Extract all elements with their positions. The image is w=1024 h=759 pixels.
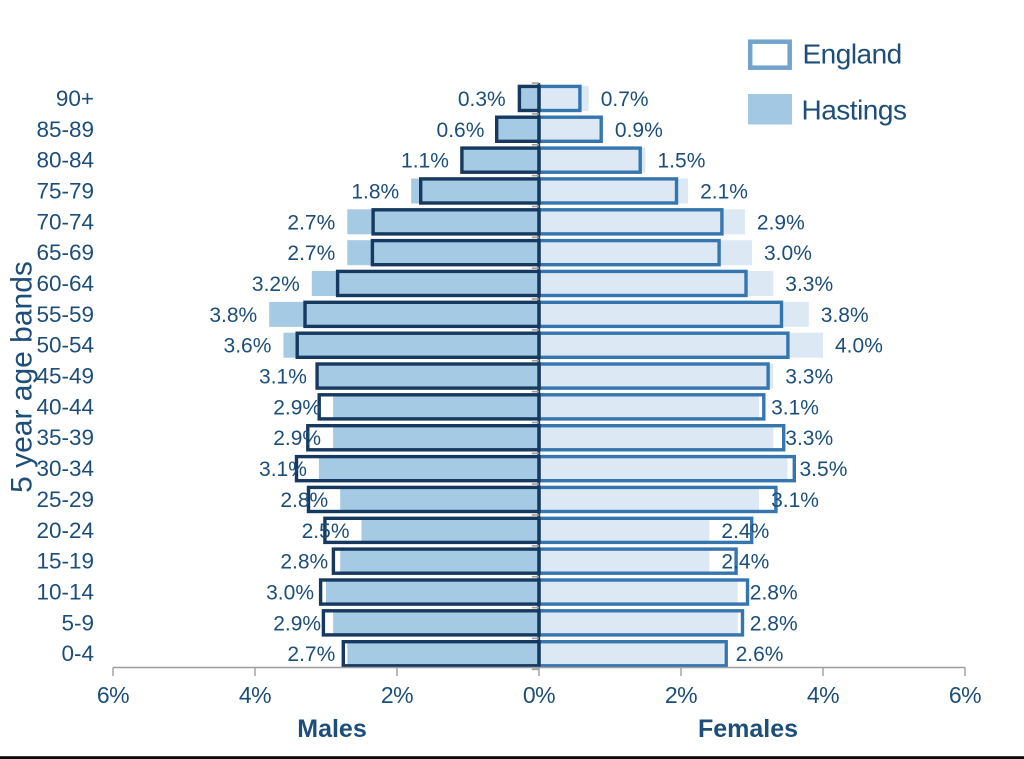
svg-text:2.8%: 2.8% bbox=[280, 551, 328, 574]
svg-text:2.7%: 2.7% bbox=[287, 242, 335, 265]
svg-text:0%: 0% bbox=[523, 682, 555, 708]
svg-text:Females: Females bbox=[698, 715, 798, 743]
svg-text:2.5%: 2.5% bbox=[302, 520, 350, 543]
svg-text:3.8%: 3.8% bbox=[209, 304, 257, 327]
svg-text:15-19: 15-19 bbox=[36, 549, 94, 574]
svg-text:2.1%: 2.1% bbox=[700, 181, 748, 204]
svg-text:4%: 4% bbox=[239, 682, 271, 708]
svg-text:5 year age bands: 5 year age bands bbox=[6, 261, 39, 493]
svg-text:2.7%: 2.7% bbox=[287, 211, 335, 234]
svg-text:3.1%: 3.1% bbox=[771, 396, 819, 419]
svg-text:2.9%: 2.9% bbox=[757, 211, 805, 234]
svg-text:30-34: 30-34 bbox=[36, 456, 94, 481]
svg-text:3.3%: 3.3% bbox=[785, 273, 833, 296]
svg-text:4%: 4% bbox=[807, 682, 839, 708]
svg-text:65-69: 65-69 bbox=[36, 240, 94, 265]
svg-text:2%: 2% bbox=[665, 682, 697, 708]
svg-text:85-89: 85-89 bbox=[36, 117, 94, 142]
svg-text:1.1%: 1.1% bbox=[401, 150, 449, 173]
svg-text:3.3%: 3.3% bbox=[785, 366, 833, 389]
svg-text:2.8%: 2.8% bbox=[750, 582, 798, 605]
svg-text:2.4%: 2.4% bbox=[721, 551, 769, 574]
svg-text:Males: Males bbox=[297, 715, 366, 743]
svg-text:3.2%: 3.2% bbox=[252, 273, 300, 296]
svg-text:2.9%: 2.9% bbox=[273, 427, 321, 450]
svg-text:90+: 90+ bbox=[56, 86, 94, 111]
svg-text:0.3%: 0.3% bbox=[458, 88, 506, 111]
svg-text:45-49: 45-49 bbox=[36, 364, 94, 389]
svg-text:6%: 6% bbox=[949, 682, 981, 708]
svg-text:10-14: 10-14 bbox=[36, 580, 94, 605]
svg-text:75-79: 75-79 bbox=[36, 179, 94, 204]
svg-text:0.7%: 0.7% bbox=[601, 88, 649, 111]
svg-text:2.9%: 2.9% bbox=[273, 612, 321, 635]
svg-text:3.0%: 3.0% bbox=[266, 582, 314, 605]
svg-text:25-29: 25-29 bbox=[36, 487, 94, 512]
svg-text:2.9%: 2.9% bbox=[273, 396, 321, 419]
svg-text:3.1%: 3.1% bbox=[259, 366, 307, 389]
svg-text:3.1%: 3.1% bbox=[259, 458, 307, 481]
svg-text:3.0%: 3.0% bbox=[764, 242, 812, 265]
svg-text:60-64: 60-64 bbox=[36, 271, 94, 296]
svg-text:1.5%: 1.5% bbox=[658, 150, 706, 173]
svg-text:0.9%: 0.9% bbox=[615, 119, 663, 142]
svg-text:2.6%: 2.6% bbox=[736, 643, 784, 666]
svg-text:2.4%: 2.4% bbox=[721, 520, 769, 543]
svg-text:35-39: 35-39 bbox=[36, 425, 94, 450]
svg-text:20-24: 20-24 bbox=[36, 518, 94, 543]
svg-text:Hastings: Hastings bbox=[802, 95, 907, 126]
svg-text:80-84: 80-84 bbox=[36, 148, 94, 173]
svg-text:3.8%: 3.8% bbox=[821, 304, 869, 327]
svg-text:55-59: 55-59 bbox=[36, 302, 94, 327]
svg-text:2.8%: 2.8% bbox=[750, 612, 798, 635]
svg-text:3.3%: 3.3% bbox=[785, 427, 833, 450]
svg-text:3.5%: 3.5% bbox=[800, 458, 848, 481]
svg-text:2%: 2% bbox=[381, 682, 413, 708]
svg-text:0-4: 0-4 bbox=[61, 641, 94, 666]
svg-text:England: England bbox=[803, 39, 902, 70]
svg-text:5-9: 5-9 bbox=[61, 610, 94, 635]
svg-text:70-74: 70-74 bbox=[36, 209, 94, 234]
svg-text:2.8%: 2.8% bbox=[280, 489, 328, 512]
svg-text:6%: 6% bbox=[97, 682, 129, 708]
svg-text:4.0%: 4.0% bbox=[835, 335, 883, 358]
svg-text:0.6%: 0.6% bbox=[437, 119, 485, 142]
svg-text:3.6%: 3.6% bbox=[224, 335, 272, 358]
svg-text:3.1%: 3.1% bbox=[771, 489, 819, 512]
svg-text:1.8%: 1.8% bbox=[351, 181, 399, 204]
svg-text:2.7%: 2.7% bbox=[287, 643, 335, 666]
svg-text:50-54: 50-54 bbox=[36, 333, 94, 358]
svg-text:40-44: 40-44 bbox=[36, 394, 94, 419]
